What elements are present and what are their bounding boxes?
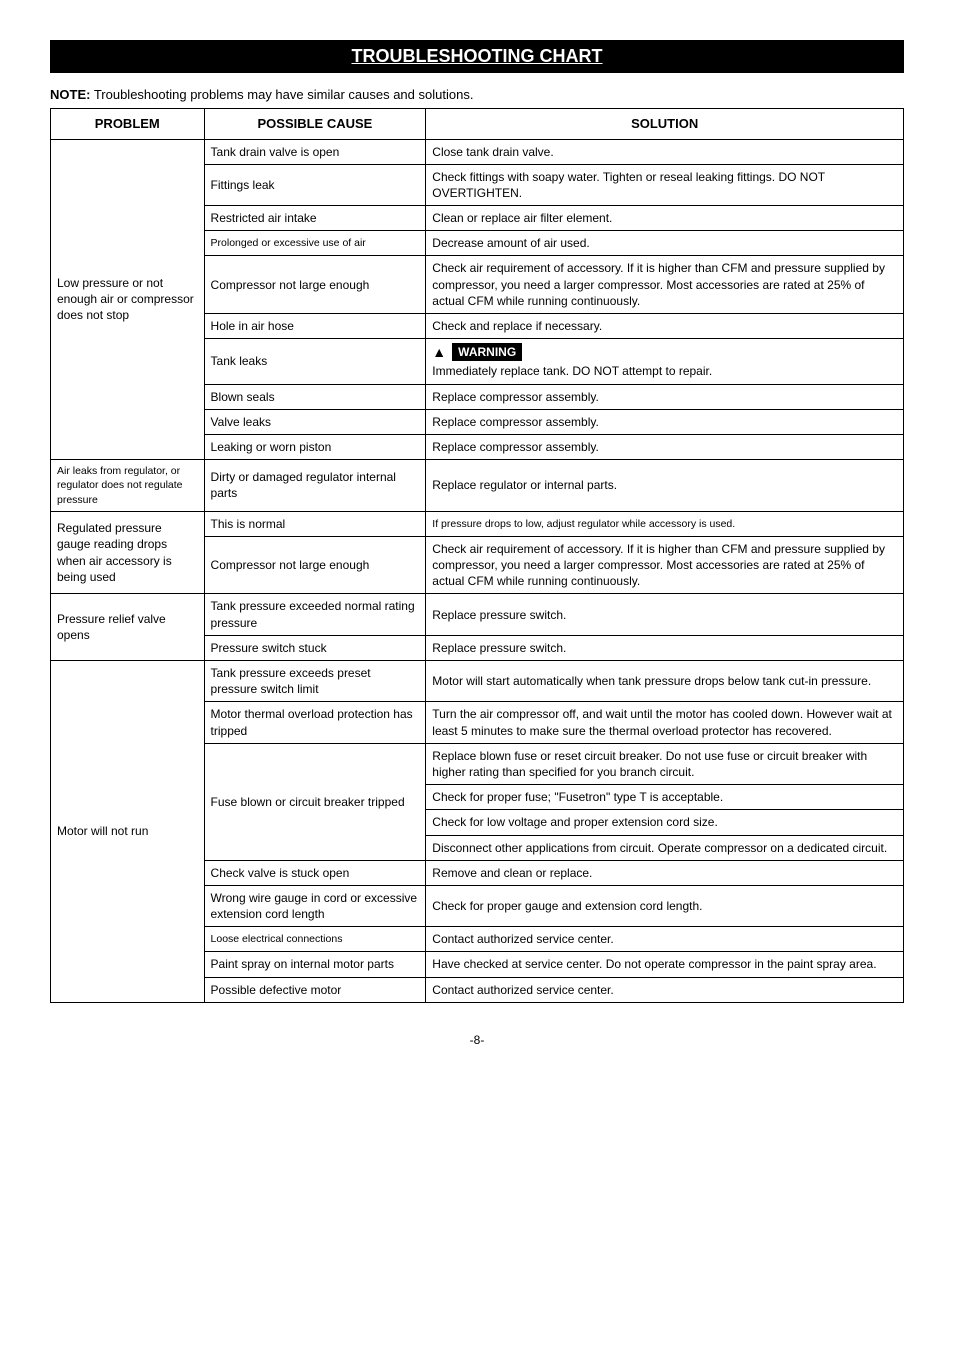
cause-cell: Pressure switch stuck (204, 635, 426, 660)
cause-cell: Check valve is stuck open (204, 860, 426, 885)
cause-cell: Leaking or worn piston (204, 434, 426, 459)
cause-cell: Paint spray on internal motor parts (204, 952, 426, 977)
solution-cell: Replace blown fuse or reset circuit brea… (426, 743, 904, 784)
cause-cell: Compressor not large enough (204, 536, 426, 594)
solution-cell: Replace compressor assembly. (426, 384, 904, 409)
solution-cell: Replace pressure switch. (426, 594, 904, 635)
table-header-row: PROBLEM POSSIBLE CAUSE SOLUTION (51, 109, 904, 140)
problem-cell: Pressure relief valve opens (51, 594, 205, 661)
cause-cell: Fuse blown or circuit breaker tripped (204, 743, 426, 860)
page-number: -8- (50, 1033, 904, 1047)
cause-cell: Compressor not large enough (204, 256, 426, 314)
solution-cell: Replace regulator or internal parts. (426, 460, 904, 512)
solution-cell: Check and replace if necessary. (426, 314, 904, 339)
solution-cell: Turn the air compressor off, and wait un… (426, 702, 904, 743)
page-title: TROUBLESHOOTING CHART (50, 40, 904, 73)
warning-line: ▲ WARNING (432, 343, 897, 361)
cause-cell: Restricted air intake (204, 206, 426, 231)
table-row: Motor will not runTank pressure exceeds … (51, 661, 904, 702)
cause-cell: Hole in air hose (204, 314, 426, 339)
cause-cell: Blown seals (204, 384, 426, 409)
table-row: Air leaks from regulator, or regulator d… (51, 460, 904, 512)
cause-cell: Valve leaks (204, 409, 426, 434)
table-row: Regulated pressure gauge reading drops w… (51, 511, 904, 536)
problem-cell: Regulated pressure gauge reading drops w… (51, 511, 205, 594)
solution-cell: Check for proper gauge and extension cor… (426, 885, 904, 926)
solution-cell: Check for proper fuse; "Fusetron" type T… (426, 785, 904, 810)
table-row: Low pressure or not enough air or compre… (51, 139, 904, 164)
cause-cell: Prolonged or excessive use of air (204, 231, 426, 256)
table-row: Pressure relief valve opensTank pressure… (51, 594, 904, 635)
solution-cell: If pressure drops to low, adjust regulat… (426, 511, 904, 536)
header-problem: PROBLEM (51, 109, 205, 140)
cause-cell: Dirty or damaged regulator internal part… (204, 460, 426, 512)
warning-icon: ▲ (432, 345, 446, 359)
cause-cell: Fittings leak (204, 164, 426, 205)
cause-cell: Tank pressure exceeded normal rating pre… (204, 594, 426, 635)
cause-cell: Tank leaks (204, 339, 426, 384)
cause-cell: Loose electrical connections (204, 927, 426, 952)
solution-cell: Decrease amount of air used. (426, 231, 904, 256)
cause-cell: Wrong wire gauge in cord or excessive ex… (204, 885, 426, 926)
solution-text: Immediately replace tank. DO NOT attempt… (432, 363, 897, 379)
troubleshooting-table: PROBLEM POSSIBLE CAUSE SOLUTION Low pres… (50, 108, 904, 1003)
cause-cell: Tank drain valve is open (204, 139, 426, 164)
solution-cell: Contact authorized service center. (426, 927, 904, 952)
solution-cell: Contact authorized service center. (426, 977, 904, 1002)
note-label: NOTE: (50, 87, 90, 102)
problem-cell: Low pressure or not enough air or compre… (51, 139, 205, 460)
solution-cell: Have checked at service center. Do not o… (426, 952, 904, 977)
solution-cell: ▲ WARNING Immediately replace tank. DO NOT… (426, 339, 904, 384)
solution-cell: Replace compressor assembly. (426, 434, 904, 459)
cause-cell: This is normal (204, 511, 426, 536)
solution-cell: Motor will start automatically when tank… (426, 661, 904, 702)
solution-cell: Replace pressure switch. (426, 635, 904, 660)
problem-cell: Motor will not run (51, 661, 205, 1003)
header-cause: POSSIBLE CAUSE (204, 109, 426, 140)
problem-cell: Air leaks from regulator, or regulator d… (51, 460, 205, 512)
note-text: Troubleshooting problems may have simila… (90, 87, 473, 102)
solution-cell: Disconnect other applications from circu… (426, 835, 904, 860)
solution-cell: Check air requirement of accessory. If i… (426, 256, 904, 314)
solution-cell: Check fittings with soapy water. Tighten… (426, 164, 904, 205)
header-solution: SOLUTION (426, 109, 904, 140)
solution-cell: Check for low voltage and proper extensi… (426, 810, 904, 835)
cause-cell: Motor thermal overload protection has tr… (204, 702, 426, 743)
cause-cell: Tank pressure exceeds preset pressure sw… (204, 661, 426, 702)
cause-cell: Possible defective motor (204, 977, 426, 1002)
solution-cell: Replace compressor assembly. (426, 409, 904, 434)
note-line: NOTE: Troubleshooting problems may have … (50, 87, 904, 102)
solution-cell: Check air requirement of accessory. If i… (426, 536, 904, 594)
solution-cell: Remove and clean or replace. (426, 860, 904, 885)
warning-badge: WARNING (452, 343, 522, 361)
solution-cell: Close tank drain valve. (426, 139, 904, 164)
solution-cell: Clean or replace air filter element. (426, 206, 904, 231)
